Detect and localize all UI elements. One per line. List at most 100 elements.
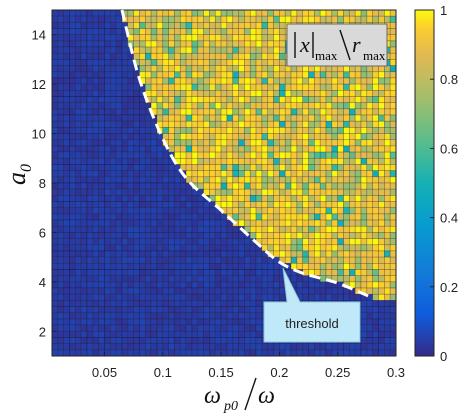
heatmap-cell [185, 269, 193, 276]
heatmap-cell [360, 120, 368, 128]
heatmap-cell [226, 349, 234, 357]
heatmap-cell [319, 164, 327, 171]
heatmap-cell [63, 28, 70, 36]
heatmap-cell [220, 157, 228, 165]
heatmap-cell [284, 120, 292, 128]
heatmap-cell [168, 244, 175, 252]
y-tick-label: 6 [39, 225, 46, 240]
y-label-sub: 0 [18, 164, 35, 172]
heatmap-cell [75, 330, 82, 338]
heatmap-cell [209, 300, 216, 307]
heatmap-cell [384, 71, 391, 79]
heatmap-cell [220, 170, 228, 178]
heatmap-cell [372, 244, 379, 252]
heatmap-cell [267, 201, 274, 209]
heatmap-cell [267, 281, 274, 289]
heatmap-cell [80, 269, 88, 276]
heatmap-cell [244, 164, 251, 171]
heatmap-cell [51, 15, 59, 23]
heatmap-cell [203, 139, 210, 147]
heatmap-cell [69, 324, 76, 332]
x-label-den: ω [258, 383, 275, 409]
heatmap-cell [144, 324, 152, 332]
heatmap-cell [238, 145, 245, 153]
heatmap-cell [63, 83, 70, 91]
heatmap-cell [349, 120, 356, 128]
heatmap-cell [139, 139, 146, 147]
heatmap-cell [319, 83, 327, 91]
heatmap-cell [384, 281, 391, 289]
heatmap-cell [174, 244, 181, 252]
heatmap-cell [279, 238, 286, 246]
heatmap-cell [238, 46, 245, 54]
heatmap-cell [349, 9, 356, 17]
heatmap-cell [115, 318, 123, 326]
heatmap-cell [337, 9, 344, 17]
heatmap-cell [279, 343, 286, 351]
heatmap-cell [179, 263, 187, 270]
heatmap-cell [378, 139, 385, 147]
heatmap-cell [354, 120, 362, 128]
heatmap-cell [162, 114, 169, 122]
heatmap-cell [384, 164, 391, 171]
heatmap-cell [360, 195, 368, 202]
heatmap-cell [191, 22, 199, 29]
heatmap-cell [203, 96, 210, 103]
heatmap-cell [279, 83, 286, 91]
heatmap-cell [80, 244, 88, 252]
heatmap-cell [174, 151, 181, 159]
heatmap-cell [232, 59, 239, 66]
heatmap-cell [279, 15, 286, 23]
heatmap-cell [337, 250, 344, 258]
heatmap-cell [255, 324, 263, 332]
heatmap-cell [220, 65, 228, 73]
heatmap-cell [121, 337, 129, 344]
heatmap-cell [372, 343, 379, 351]
heatmap-cell [139, 318, 146, 326]
heatmap-cell [156, 133, 164, 141]
heatmap-cell [255, 59, 263, 66]
heatmap-cell [156, 312, 164, 320]
heatmap-cell [296, 164, 304, 171]
heatmap-cell [162, 127, 169, 134]
heatmap-cell [302, 232, 309, 239]
heatmap-cell [267, 102, 274, 110]
heatmap-cell [144, 34, 152, 42]
heatmap-cell [349, 244, 356, 252]
heatmap-cell [354, 151, 362, 159]
heatmap-cell [314, 238, 321, 246]
heatmap-cell [63, 34, 70, 42]
heatmap-cell [197, 28, 204, 36]
heatmap-cell [98, 287, 105, 295]
heatmap-cell [63, 330, 70, 338]
heatmap-cell [139, 59, 146, 66]
heatmap-cell [179, 349, 187, 357]
heatmap-cell [51, 207, 59, 215]
heatmap-cell [308, 15, 315, 23]
heatmap-cell [349, 133, 356, 141]
heatmap-cell [325, 9, 333, 17]
heatmap-cell [197, 269, 204, 276]
heatmap-cell [314, 108, 321, 116]
heatmap-cell [389, 139, 397, 147]
heatmap-cell [249, 151, 257, 159]
heatmap-cell [197, 52, 204, 60]
heatmap-cell [139, 9, 146, 17]
heatmap-cell [349, 195, 356, 202]
heatmap-cell [343, 145, 350, 153]
heatmap-cell [162, 71, 169, 79]
heatmap-cell [249, 318, 257, 326]
heatmap-cell [319, 182, 327, 190]
heatmap-cell [203, 349, 210, 357]
heatmap-cell [249, 22, 257, 29]
heatmap-cell [110, 170, 117, 178]
heatmap-cell [80, 96, 88, 103]
heatmap-cell [197, 306, 204, 314]
heatmap-cell [232, 312, 239, 320]
heatmap-cell [203, 22, 210, 29]
heatmap-cell [156, 201, 164, 209]
heatmap-cell [255, 219, 263, 227]
heatmap-cell [331, 201, 338, 209]
heatmap-cell [104, 127, 111, 134]
heatmap-cell [232, 275, 239, 283]
